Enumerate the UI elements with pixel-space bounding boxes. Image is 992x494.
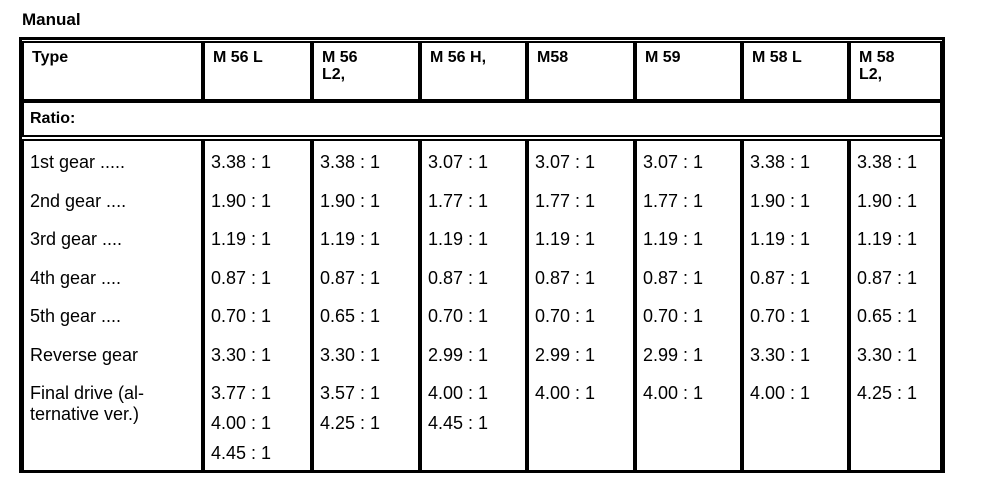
- table-cell-value: 1.19 : 1: [211, 229, 272, 249]
- table-cell-value: 3.07 : 1: [428, 152, 489, 172]
- table-cell-value: 0.70 : 1: [643, 306, 704, 326]
- table-cell-value: 3.30 : 1: [211, 345, 272, 365]
- body-column-7: [849, 139, 942, 472]
- table-cell-value: 4.25 : 1: [320, 413, 381, 433]
- table-cell-value: 4.00 : 1: [211, 413, 272, 433]
- table-cell-value: 3.38 : 1: [320, 152, 381, 172]
- table-cell-value: 3.30 : 1: [320, 345, 381, 365]
- table-cell-value: 3.30 : 1: [857, 345, 918, 365]
- table-cell-value: 0.87 : 1: [428, 268, 489, 288]
- header-type-7: M 58 L2,: [849, 41, 942, 101]
- table-cell-value: 0.65 : 1: [320, 306, 381, 326]
- row-label: 1st gear .....: [30, 152, 126, 172]
- table-cell-value: 3.07 : 1: [535, 152, 596, 172]
- ratio-label: Ratio:: [22, 101, 942, 137]
- row-label: 5th gear ....: [30, 306, 122, 326]
- table-cell-value: 0.65 : 1: [857, 306, 918, 326]
- table-cell-value: 0.70 : 1: [535, 306, 596, 326]
- header-type-5: M 59: [635, 41, 742, 101]
- table-cell-value: 1.19 : 1: [320, 229, 381, 249]
- header-type-1: M 56 L: [203, 41, 312, 101]
- table-cell-value: 3.07 : 1: [643, 152, 704, 172]
- header-type-2: M 56 L2,: [312, 41, 420, 101]
- body-column-3: [420, 139, 527, 472]
- page-title: Manual: [22, 10, 81, 29]
- table-cell-value: 0.87 : 1: [211, 268, 272, 288]
- table-cell-value: 4.45 : 1: [211, 443, 272, 463]
- table-cell-value: 1.77 : 1: [428, 191, 489, 211]
- table-cell-value: 1.19 : 1: [857, 229, 918, 249]
- body-column-4: [527, 139, 635, 472]
- body-column-6: [742, 139, 849, 472]
- table-cell-value: 4.00 : 1: [535, 383, 596, 403]
- table-cell-value: 3.38 : 1: [750, 152, 811, 172]
- table-cell-value: 1.19 : 1: [535, 229, 596, 249]
- body-column-1: [203, 139, 312, 472]
- table-cell-value: 0.87 : 1: [643, 268, 704, 288]
- table-cell-value: 0.70 : 1: [211, 306, 272, 326]
- table-cell-value: 4.00 : 1: [428, 383, 489, 403]
- table-cell-value: 4.45 : 1: [428, 413, 489, 433]
- table-cell-value: 3.30 : 1: [750, 345, 811, 365]
- row-label: Final drive (al- ternative ver.): [30, 383, 145, 424]
- table-cell-value: 2.99 : 1: [428, 345, 489, 365]
- header-type-4: M58: [527, 41, 635, 101]
- row-label: Reverse gear: [30, 345, 139, 365]
- table-cell-value: 1.77 : 1: [643, 191, 704, 211]
- table-cell-value: 1.19 : 1: [643, 229, 704, 249]
- table-cell-value: 3.38 : 1: [857, 152, 918, 172]
- table-cell-value: 3.77 : 1: [211, 383, 272, 403]
- body-column-2: [312, 139, 420, 472]
- table-cell-value: 2.99 : 1: [643, 345, 704, 365]
- header-type-3: M 56 H,: [420, 41, 527, 101]
- table-cell-value: 1.90 : 1: [857, 191, 918, 211]
- table-cell-value: 2.99 : 1: [535, 345, 596, 365]
- row-label: 3rd gear ....: [30, 229, 123, 249]
- table-cell-value: 3.57 : 1: [320, 383, 381, 403]
- body-column-5: [635, 139, 742, 472]
- table-cell-value: 4.00 : 1: [750, 383, 811, 403]
- table-cell-value: 0.70 : 1: [428, 306, 489, 326]
- table-cell-value: 3.38 : 1: [211, 152, 272, 172]
- table-cell-value: 1.19 : 1: [428, 229, 489, 249]
- body-column-0: [22, 139, 203, 472]
- row-label: 2nd gear ....: [30, 191, 127, 211]
- table-cell-value: 4.00 : 1: [643, 383, 704, 403]
- row-label: 4th gear ....: [30, 268, 122, 288]
- table-cell-value: 0.87 : 1: [750, 268, 811, 288]
- table-cell-value: 0.87 : 1: [535, 268, 596, 288]
- header-type-6: M 58 L: [742, 41, 849, 101]
- table-cell-value: 1.90 : 1: [320, 191, 381, 211]
- table-cell-value: 1.77 : 1: [535, 191, 596, 211]
- table-cell-value: 4.25 : 1: [857, 383, 918, 403]
- header-type-label: Type: [22, 41, 203, 101]
- table-cell-value: 0.87 : 1: [857, 268, 918, 288]
- table-cell-value: 1.90 : 1: [211, 191, 272, 211]
- table-cell-value: 1.90 : 1: [750, 191, 811, 211]
- table-cell-value: 0.87 : 1: [320, 268, 381, 288]
- table-cell-value: 1.19 : 1: [750, 229, 811, 249]
- table-cell-value: 0.70 : 1: [750, 306, 811, 326]
